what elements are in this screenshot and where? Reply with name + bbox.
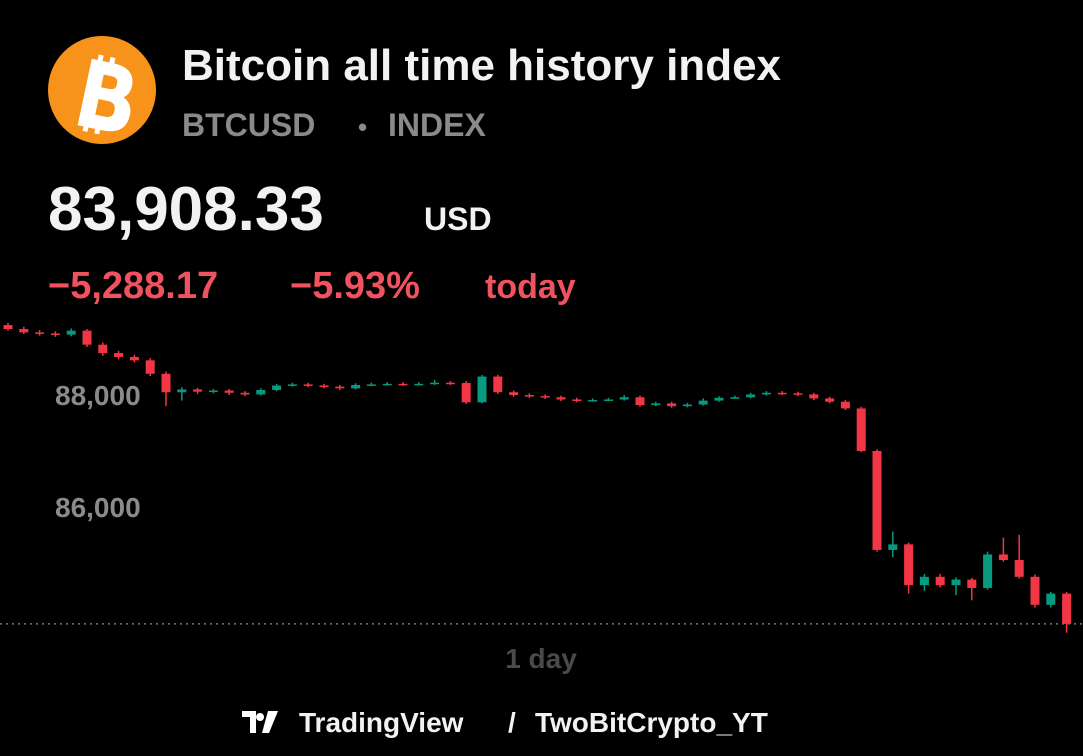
candle-body (777, 392, 787, 395)
candle-body (240, 392, 250, 395)
exchange: INDEX (388, 107, 486, 143)
candle-body (35, 332, 45, 334)
candle-body (840, 401, 850, 409)
x-axis-label: 1 day (505, 643, 577, 674)
candle-body (303, 384, 313, 386)
candle-body (540, 396, 550, 398)
candle-body (619, 397, 629, 400)
candle-body (272, 385, 282, 390)
candle-body (1046, 593, 1056, 605)
candle-body (603, 399, 613, 401)
candle-body (572, 399, 582, 401)
author: TwoBitCrypto_YT (535, 707, 768, 738)
candle-body (398, 383, 408, 386)
candle-body (588, 400, 598, 402)
candle-body (793, 393, 803, 395)
candle-body (967, 579, 977, 588)
candle-body (382, 383, 392, 386)
candle-body (667, 403, 677, 407)
candle-body (825, 398, 835, 402)
candle-body (98, 344, 108, 354)
bitcoin-glyph (77, 54, 133, 135)
currency: USD (424, 201, 492, 237)
candle-body (224, 390, 234, 393)
candle-body (556, 397, 566, 400)
candle-body (509, 392, 519, 396)
candle-body (256, 389, 266, 395)
candle-body (635, 397, 645, 406)
candle-body (366, 384, 376, 386)
candle-body (1030, 576, 1040, 605)
candle-body (888, 544, 898, 550)
candle-body (746, 394, 756, 398)
tv-mark (242, 711, 278, 733)
candle-body (698, 400, 708, 405)
candle-body (730, 397, 740, 399)
separator: / (508, 707, 516, 738)
candle-body (761, 392, 771, 395)
candle-body (477, 376, 487, 403)
candle-body (129, 356, 139, 361)
change-percent: −5.93% (290, 265, 420, 307)
candle-body (493, 376, 503, 393)
title: Bitcoin all time history index (182, 41, 782, 90)
candle-body (351, 384, 361, 389)
candle-body (935, 576, 945, 586)
candle-body (335, 386, 345, 389)
candle-body (161, 373, 171, 393)
candle-body (414, 383, 424, 386)
candle-body (872, 450, 882, 550)
candle-body (983, 554, 993, 588)
price: 83,908.33 (48, 175, 324, 244)
symbol: BTCUSD (182, 107, 315, 143)
candle-body (951, 579, 961, 586)
candle-body (208, 390, 218, 393)
candle-body (145, 360, 155, 374)
change: −5,288.17 (48, 265, 218, 307)
candle-body (1062, 593, 1072, 624)
candle-body (445, 382, 455, 385)
candle-body (430, 382, 440, 385)
candle-body (809, 394, 819, 399)
period: today (485, 268, 576, 306)
candle-body (319, 385, 329, 388)
candle-body (904, 544, 914, 586)
candle-body (1014, 560, 1024, 577)
candle-body (177, 389, 187, 393)
plot: 88,000 86,000 (0, 322, 1083, 633)
brand: TradingView (299, 707, 464, 738)
candle-body (82, 330, 92, 345)
candle-body (998, 554, 1008, 561)
tradingview-logo (242, 711, 278, 733)
candle-body (524, 395, 534, 397)
candle-body (66, 330, 76, 335)
candle-body (714, 397, 724, 401)
candle-body (682, 404, 692, 407)
y-tick-label: 88,000 (55, 380, 141, 411)
candle-body (19, 329, 29, 333)
y-tick-label: 86,000 (55, 492, 141, 523)
separator-dot: • (358, 112, 367, 142)
candle-body (919, 576, 929, 586)
candle-body (856, 408, 866, 451)
candle-body (461, 382, 471, 403)
candle-body (50, 333, 60, 335)
candle-body (114, 353, 124, 357)
candle-body (287, 384, 297, 386)
candle-body (193, 389, 203, 392)
candle-body (651, 403, 661, 406)
candle-body (3, 325, 13, 330)
